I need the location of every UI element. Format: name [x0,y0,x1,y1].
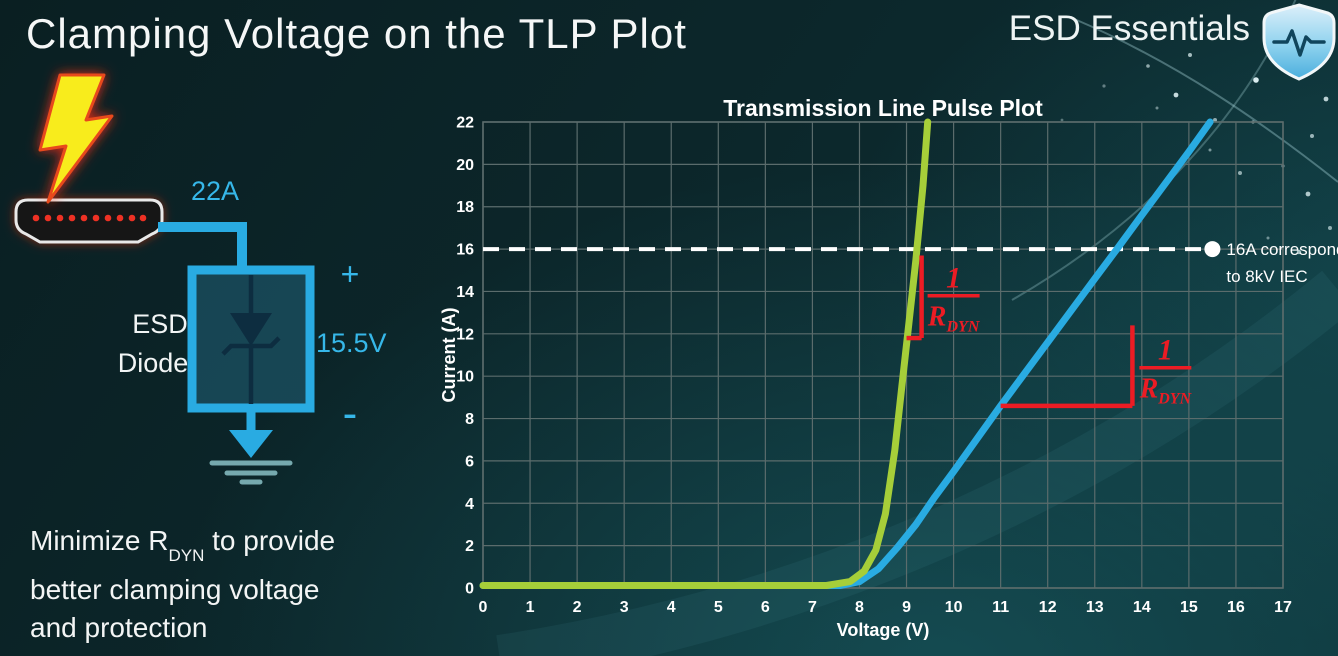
y-tick-label: 0 [465,581,474,598]
x-tick-label: 15 [1180,599,1198,616]
y-tick-label: 16 [456,242,474,259]
ground-arrow [229,430,273,458]
iec-marker-label: to 8kV IEC [1226,267,1307,286]
x-tick-label: 3 [620,599,629,616]
tlp-chart-container: 0 1 2 3 4 5 6 7 8 9 10 11 12 13 14 15 16 17 0 2 4 6 8 10 12 14 16 1… [439,95,1338,655]
x-tick-label: 8 [855,599,864,616]
plus-label: + [341,256,360,292]
rdyn-fraction-denominator: RDYN [1139,374,1193,408]
x-tick-label: 6 [761,599,770,616]
x-tick-label: 7 [808,599,817,616]
note-line-1: Minimize RDYN to provide [30,522,335,571]
note-subscript: DYN [168,545,205,565]
hdmi-pins [32,214,147,222]
surge-current-label: 22A [191,176,239,206]
x-tick-label: 0 [479,599,488,616]
chart-plot-area: 0 1 2 3 4 5 6 7 8 9 10 11 12 13 14 15 16 1702468101214161… [456,115,1338,617]
y-tick-label: 12 [456,326,474,343]
y-tick-label: 18 [456,199,474,216]
brand-name: ESD Essentials [1008,9,1250,48]
rdyn-fraction-numerator: 1 [946,262,961,295]
x-tick-label: 10 [945,599,963,616]
x-tick-label: 17 [1274,599,1292,616]
rdyn-fraction-denominator: RDYN [927,302,981,336]
x-tick-label: 5 [714,599,723,616]
y-tick-label: 10 [456,369,474,386]
lightning-bolt-icon [38,73,114,204]
rdyn-fraction-numerator: 1 [1158,334,1173,367]
x-tick-label: 1 [526,599,535,616]
wire [158,222,247,272]
esd-protection-diagram: 22A + 15.5V - ESD Diode [14,73,387,485]
device-label-line2: Diode [118,348,189,378]
shield-logo-icon [1262,3,1336,81]
shield-shape [1262,3,1336,81]
x-tick-label: 2 [573,599,582,616]
y-tick-label: 4 [465,496,474,513]
x-tick-label: 11 [992,599,1009,616]
green-curve [479,118,932,589]
slope-annotation: 1 RDYN [906,255,981,341]
y-tick-label: 22 [456,115,474,132]
note-line-3: and protection [30,611,208,643]
blue-curve [479,118,1214,589]
iec-marker-label: 16A corresponds [1226,240,1338,259]
plot-border [482,121,1284,589]
y-tick-label: 2 [465,538,474,555]
x-tick-label: 13 [1086,599,1104,616]
y-tick-label: 20 [456,157,474,174]
tlp-chart: 0 1 2 3 4 5 6 7 8 9 10 11 12 13 14 15 16 1702468101214161… [439,95,1338,640]
hdmi-connector-icon [14,198,164,244]
chart-title: Transmission Line Pulse Plot [723,95,1043,121]
note-text: Minimize R [30,525,169,556]
diode-symbol [221,275,281,404]
x-tick-label: 12 [1039,599,1057,616]
slope-annotation: 1 RDYN [1000,325,1193,409]
x-tick-label: 9 [902,599,911,616]
page-title: Clamping Voltage on the TLP Plot [26,10,687,57]
takeaway-note: Minimize RDYN to provide better clamping… [30,522,335,647]
clamp-voltage-label: 15.5V [316,328,387,358]
x-tick-label: 14 [1133,599,1151,616]
y-axis-label: Current (A) [439,308,459,403]
note-text: to provide [204,525,336,556]
pulse-line-icon [1272,29,1326,57]
x-axis-label: Voltage (V) [837,620,930,640]
iec-marker-dot [1204,241,1221,258]
y-tick-label: 8 [465,411,474,428]
y-tick-label: 14 [456,284,474,301]
note-line-2: better clamping voltage [30,573,320,605]
x-tick-label: 4 [667,599,676,616]
x-tick-label: 16 [1227,599,1245,616]
device-label-line1: ESD [132,309,188,339]
ground-symbol [209,460,293,485]
minus-label: - [343,389,358,438]
y-tick-label: 6 [465,453,474,470]
